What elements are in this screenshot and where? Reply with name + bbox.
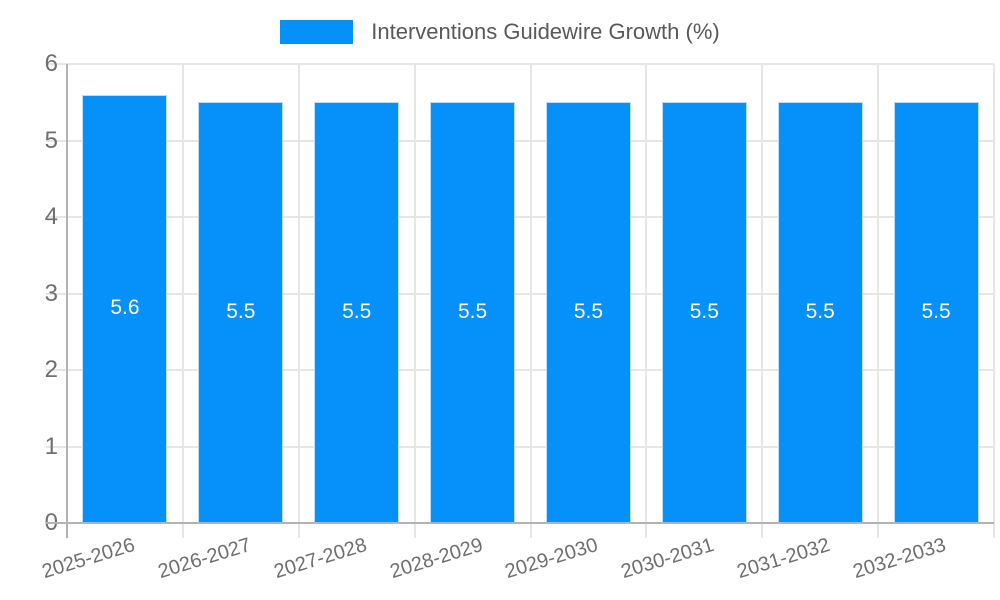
bar-value-label: 5.5 — [342, 299, 372, 323]
x-gridline — [877, 64, 880, 538]
bar[interactable] — [777, 102, 863, 523]
y-axis-tick-label: 5 — [44, 126, 58, 154]
y-axis-tick-label: 6 — [44, 50, 58, 77]
bar-value-label: 5.5 — [689, 299, 719, 323]
bar-value-label: 5.5 — [573, 299, 604, 323]
y-gridline — [46, 139, 994, 142]
y-axis-tick-label: 1 — [44, 432, 58, 460]
legend-label: Interventions Guidewire Growth (%) — [371, 19, 720, 44]
y-gridline — [46, 445, 994, 448]
bar[interactable] — [430, 102, 516, 523]
bar-value-label: 5.5 — [226, 299, 256, 323]
x-gridline — [181, 64, 184, 538]
y-gridline — [46, 369, 994, 371]
legend-swatch — [280, 20, 354, 44]
bar[interactable] — [314, 102, 400, 523]
y-axis-tick-label: 2 — [44, 356, 58, 383]
bar[interactable] — [198, 102, 284, 523]
x-gridline — [413, 64, 416, 538]
x-gridline — [297, 64, 300, 538]
y-gridline — [46, 216, 994, 218]
bar-value-label: 5.5 — [457, 299, 488, 323]
y-gridline — [46, 63, 994, 65]
bar-value-label: 5.5 — [921, 299, 951, 323]
y-gridline — [46, 292, 994, 295]
bar[interactable] — [661, 102, 747, 523]
bar-value-label: 5.6 — [110, 295, 140, 319]
y-axis-tick-label: 3 — [44, 279, 58, 307]
x-axis-line — [46, 522, 994, 524]
x-gridline — [761, 64, 764, 538]
x-gridline — [993, 64, 995, 538]
y-axis-tick-label: 4 — [44, 203, 58, 230]
bar[interactable] — [893, 102, 979, 523]
bar[interactable] — [82, 94, 168, 523]
x-gridline — [645, 64, 648, 538]
x-gridline — [529, 64, 532, 538]
bar[interactable] — [545, 102, 631, 523]
legend[interactable]: Interventions Guidewire Growth (%) — [0, 20, 1000, 44]
y-axis-line — [66, 64, 68, 538]
bar-value-label: 5.5 — [805, 299, 835, 323]
